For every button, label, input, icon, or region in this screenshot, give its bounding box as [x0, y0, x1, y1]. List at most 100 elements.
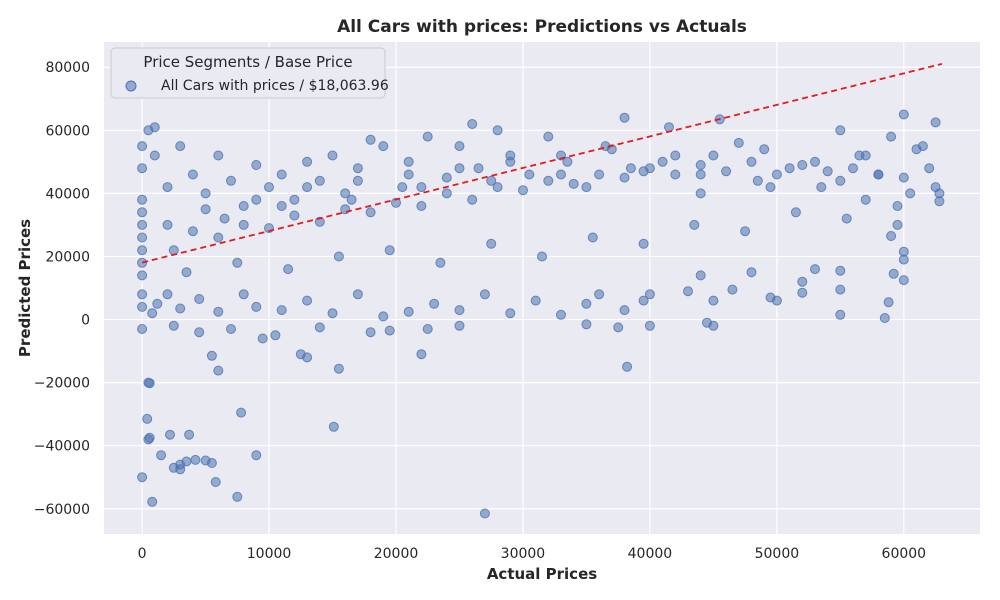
data-point — [708, 295, 719, 306]
data-point — [473, 163, 484, 174]
data-point — [644, 163, 655, 174]
data-point — [346, 194, 357, 205]
data-point — [289, 194, 300, 205]
data-point — [841, 213, 852, 224]
data-point — [848, 163, 858, 174]
data-point — [930, 182, 941, 193]
data-point — [137, 207, 148, 218]
data-point — [162, 182, 173, 193]
data-point — [587, 232, 598, 243]
data-point — [505, 308, 516, 319]
data-point — [333, 363, 344, 374]
data-point — [238, 289, 249, 300]
data-point — [524, 169, 535, 180]
data-point — [175, 303, 186, 314]
y-tick-label: −60000 — [34, 502, 90, 518]
data-point — [190, 454, 201, 465]
data-point — [213, 232, 224, 243]
data-point — [613, 322, 624, 333]
data-point — [340, 188, 351, 199]
data-point — [752, 175, 763, 186]
data-point — [143, 377, 154, 388]
data-point — [873, 169, 884, 180]
data-point — [226, 324, 236, 334]
y-tick-label: −40000 — [34, 439, 90, 455]
data-point — [251, 301, 262, 312]
data-point — [397, 182, 408, 193]
data-point — [200, 204, 211, 215]
data-point — [194, 294, 205, 304]
data-point — [505, 156, 516, 167]
data-point — [302, 182, 313, 193]
y-tick-label: −20000 — [34, 376, 90, 392]
data-point — [251, 450, 262, 461]
data-point — [302, 295, 313, 306]
data-point — [416, 182, 427, 193]
data-point — [232, 257, 243, 268]
data-point — [835, 309, 846, 320]
data-point — [822, 166, 833, 177]
data-point — [137, 194, 148, 205]
data-point — [251, 194, 262, 205]
y-tick-label: 80000 — [45, 60, 90, 76]
grid-lines — [104, 42, 980, 534]
data-point — [886, 231, 897, 241]
y-tick-label: 20000 — [45, 249, 90, 265]
data-point — [333, 251, 344, 262]
data-point — [625, 163, 636, 174]
data-point — [492, 182, 503, 193]
data-point — [467, 194, 478, 205]
data-point — [391, 197, 401, 208]
data-point — [784, 163, 795, 174]
data-point — [137, 324, 148, 334]
x-tick-labels: 0 10000 20000 30000 40000 50000 60000 — [138, 546, 926, 562]
legend-marker — [125, 80, 137, 92]
data-point — [187, 226, 198, 237]
reference-line-group — [141, 63, 943, 264]
data-point — [581, 182, 592, 193]
data-point — [492, 125, 503, 136]
data-point — [695, 188, 706, 199]
x-tick-label: 30000 — [501, 546, 546, 562]
data-point — [619, 305, 630, 316]
data-point — [454, 163, 465, 174]
data-point — [147, 496, 158, 507]
data-point — [835, 175, 846, 186]
data-point — [162, 289, 173, 300]
data-point — [740, 226, 751, 237]
plot-area — [104, 42, 980, 534]
data-point — [454, 305, 465, 316]
data-point — [206, 458, 217, 468]
data-point — [708, 150, 719, 161]
data-point — [644, 289, 655, 300]
data-point — [352, 175, 363, 186]
data-point — [888, 268, 899, 279]
data-point — [670, 169, 681, 180]
data-point — [137, 141, 148, 152]
data-point — [194, 327, 205, 338]
data-point — [165, 429, 175, 440]
data-point — [213, 306, 224, 317]
data-point — [232, 491, 243, 502]
data-point — [137, 219, 148, 230]
data-point — [562, 156, 573, 167]
data-point — [352, 163, 363, 174]
x-tick-label: 0 — [138, 546, 147, 562]
data-point — [429, 298, 440, 309]
data-point — [695, 270, 706, 281]
data-point — [187, 169, 198, 180]
data-point — [213, 150, 224, 161]
data-point — [137, 257, 148, 268]
data-point — [441, 188, 452, 199]
data-point — [137, 270, 148, 281]
data-point — [384, 245, 395, 256]
data-point — [175, 141, 186, 152]
data-point — [238, 201, 249, 211]
data-point — [683, 286, 693, 297]
data-point — [168, 245, 179, 256]
data-point — [454, 320, 465, 331]
data-point — [816, 182, 827, 193]
data-point — [137, 301, 148, 312]
data-point — [797, 287, 808, 298]
